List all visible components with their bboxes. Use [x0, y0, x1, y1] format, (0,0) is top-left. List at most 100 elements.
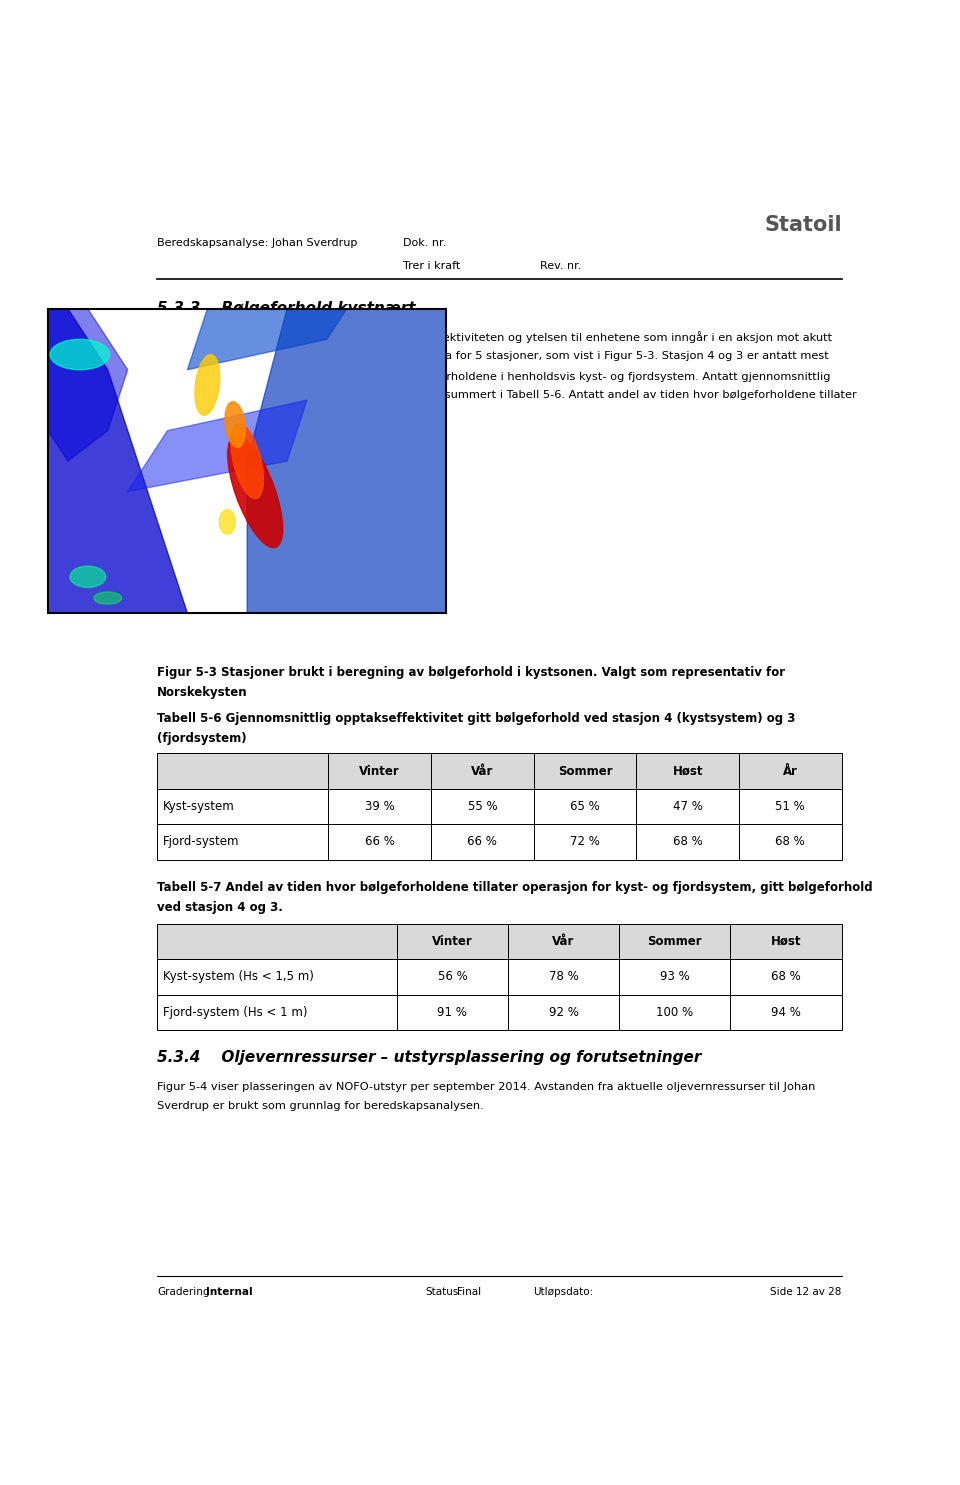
Text: Gradering:: Gradering:: [157, 1287, 213, 1298]
Text: 66 %: 66 %: [468, 836, 497, 848]
FancyBboxPatch shape: [619, 995, 731, 1031]
Polygon shape: [48, 309, 128, 460]
Text: Sommer: Sommer: [558, 765, 612, 778]
Text: 72 %: 72 %: [570, 836, 600, 848]
Text: ved stasjon 4 og 3.: ved stasjon 4 og 3.: [157, 901, 283, 913]
Text: 5.3.3    Bølgeforhold kystnært: 5.3.3 Bølgeforhold kystnært: [157, 300, 416, 315]
Text: Høst: Høst: [771, 936, 802, 947]
Polygon shape: [187, 309, 347, 370]
FancyBboxPatch shape: [328, 789, 431, 824]
Ellipse shape: [228, 435, 282, 548]
Text: Vinter: Vinter: [432, 936, 472, 947]
FancyBboxPatch shape: [508, 959, 619, 995]
FancyBboxPatch shape: [431, 789, 534, 824]
FancyBboxPatch shape: [328, 824, 431, 860]
FancyBboxPatch shape: [328, 753, 431, 789]
Text: Fjord-system (Hs < 1 m): Fjord-system (Hs < 1 m): [163, 1005, 307, 1019]
FancyBboxPatch shape: [534, 753, 636, 789]
Text: Vår: Vår: [471, 765, 493, 778]
FancyBboxPatch shape: [157, 789, 328, 824]
Text: Vinter: Vinter: [359, 765, 400, 778]
Text: 68 %: 68 %: [771, 970, 801, 983]
Text: Kyst-system: Kyst-system: [163, 800, 235, 812]
Text: År: År: [783, 765, 798, 778]
FancyBboxPatch shape: [534, 824, 636, 860]
Text: Fjord-system: Fjord-system: [163, 836, 240, 848]
FancyBboxPatch shape: [739, 824, 842, 860]
Ellipse shape: [231, 423, 263, 499]
FancyBboxPatch shape: [636, 789, 739, 824]
Ellipse shape: [50, 339, 109, 370]
Text: 5.3.4    Oljevernressurser – utstyrsplassering og forutsetninger: 5.3.4 Oljevernressurser – utstyrsplasser…: [157, 1050, 702, 1065]
Text: (fjordsystem): (fjordsystem): [157, 732, 247, 744]
FancyBboxPatch shape: [739, 789, 842, 824]
FancyBboxPatch shape: [534, 789, 636, 824]
Text: 66 %: 66 %: [365, 836, 395, 848]
Text: Final: Final: [457, 1287, 481, 1298]
FancyBboxPatch shape: [396, 924, 508, 959]
Text: 47 %: 47 %: [673, 800, 703, 812]
Text: Høst: Høst: [672, 765, 703, 778]
Text: Rev. nr.: Rev. nr.: [540, 260, 582, 270]
Text: Figur 5-3 Stasjoner brukt i beregning av bølgeforhold i kystsonen. Valgt som rep: Figur 5-3 Stasjoner brukt i beregning av…: [157, 667, 785, 680]
FancyBboxPatch shape: [619, 959, 731, 995]
Text: Bølgeforhold i kystsonen inngår i beregning av effektiviteten og ytelsen til enh: Bølgeforhold i kystsonen inngår i beregn…: [157, 331, 832, 343]
Polygon shape: [248, 309, 446, 613]
Text: Statoil: Statoil: [764, 215, 842, 235]
Text: Trer i kraft: Trer i kraft: [403, 260, 460, 270]
Text: Norskekysten: Norskekysten: [157, 686, 248, 699]
Text: 91 %: 91 %: [438, 1005, 468, 1019]
Text: 78 %: 78 %: [549, 970, 579, 983]
Text: 55 %: 55 %: [468, 800, 497, 812]
Text: Dok. nr.: Dok. nr.: [403, 238, 446, 248]
Text: 68 %: 68 %: [673, 836, 703, 848]
Text: konservative med tanke på å representere bølgeforholdene i henholdsvis kyst- og : konservative med tanke på å representere…: [157, 370, 830, 382]
Text: 100 %: 100 %: [657, 1005, 693, 1019]
Text: 94 %: 94 %: [771, 1005, 801, 1019]
FancyBboxPatch shape: [508, 995, 619, 1031]
Text: 92 %: 92 %: [549, 1005, 579, 1019]
Text: Figur 5-4 viser plasseringen av NOFO-utstyr per september 2014. Avstanden fra ak: Figur 5-4 viser plasseringen av NOFO-uts…: [157, 1081, 816, 1091]
Text: Tabell 5-7 Andel av tiden hvor bølgeforholdene tillater operasjon for kyst- og f: Tabell 5-7 Andel av tiden hvor bølgeforh…: [157, 882, 873, 894]
FancyBboxPatch shape: [396, 959, 508, 995]
Text: Kyst-system (Hs < 1,5 m): Kyst-system (Hs < 1,5 m): [163, 970, 314, 983]
FancyBboxPatch shape: [636, 753, 739, 789]
Text: Sommer: Sommer: [648, 936, 702, 947]
Ellipse shape: [225, 402, 246, 447]
Text: Side 12 av 28: Side 12 av 28: [770, 1287, 842, 1298]
Text: Internal: Internal: [205, 1287, 252, 1298]
FancyBboxPatch shape: [508, 924, 619, 959]
Text: 39 %: 39 %: [365, 800, 395, 812]
Text: 51 %: 51 %: [776, 800, 805, 812]
FancyBboxPatch shape: [157, 824, 328, 860]
FancyBboxPatch shape: [731, 924, 842, 959]
Text: Tabell 5-6 Gjennomsnittlig opptakseffektivitet gitt bølgeforhold ved stasjon 4 (: Tabell 5-6 Gjennomsnittlig opptakseffekt…: [157, 713, 796, 725]
FancyBboxPatch shape: [157, 995, 396, 1031]
FancyBboxPatch shape: [157, 753, 328, 789]
FancyBboxPatch shape: [431, 824, 534, 860]
Ellipse shape: [94, 593, 122, 604]
Text: Vår: Vår: [552, 936, 575, 947]
Text: 65 %: 65 %: [570, 800, 600, 812]
Text: Beredskapsanalyse: Johan Sverdrup: Beredskapsanalyse: Johan Sverdrup: [157, 238, 357, 248]
Polygon shape: [48, 309, 187, 613]
Text: 68 %: 68 %: [776, 836, 805, 848]
Ellipse shape: [70, 566, 106, 588]
Text: Sverdrup er brukt som grunnlag for beredskapsanalysen.: Sverdrup er brukt som grunnlag for bered…: [157, 1100, 484, 1111]
FancyBboxPatch shape: [731, 959, 842, 995]
FancyBboxPatch shape: [739, 753, 842, 789]
Text: 93 %: 93 %: [660, 970, 689, 983]
FancyBboxPatch shape: [157, 924, 396, 959]
FancyBboxPatch shape: [157, 959, 396, 995]
Text: opptakseffektivitet for kyst- og fjordsystem er oppsummert i Tabell 5-6. Antatt : opptakseffektivitet for kyst- og fjordsy…: [157, 389, 857, 399]
Text: Status:: Status:: [425, 1287, 462, 1298]
Text: Utløpsdato:: Utløpsdato:: [533, 1287, 593, 1298]
Polygon shape: [128, 399, 307, 492]
Ellipse shape: [195, 355, 220, 416]
Text: operasjon er oppsummert i Tabell 5-7.: operasjon er oppsummert i Tabell 5-7.: [157, 410, 374, 419]
Text: forurensning i barriere 3 og 4. Statoil har bølgedata for 5 stasjoner, som vist : forurensning i barriere 3 og 4. Statoil …: [157, 350, 828, 361]
FancyBboxPatch shape: [731, 995, 842, 1031]
Ellipse shape: [219, 509, 235, 535]
FancyBboxPatch shape: [396, 995, 508, 1031]
Text: 56 %: 56 %: [438, 970, 468, 983]
